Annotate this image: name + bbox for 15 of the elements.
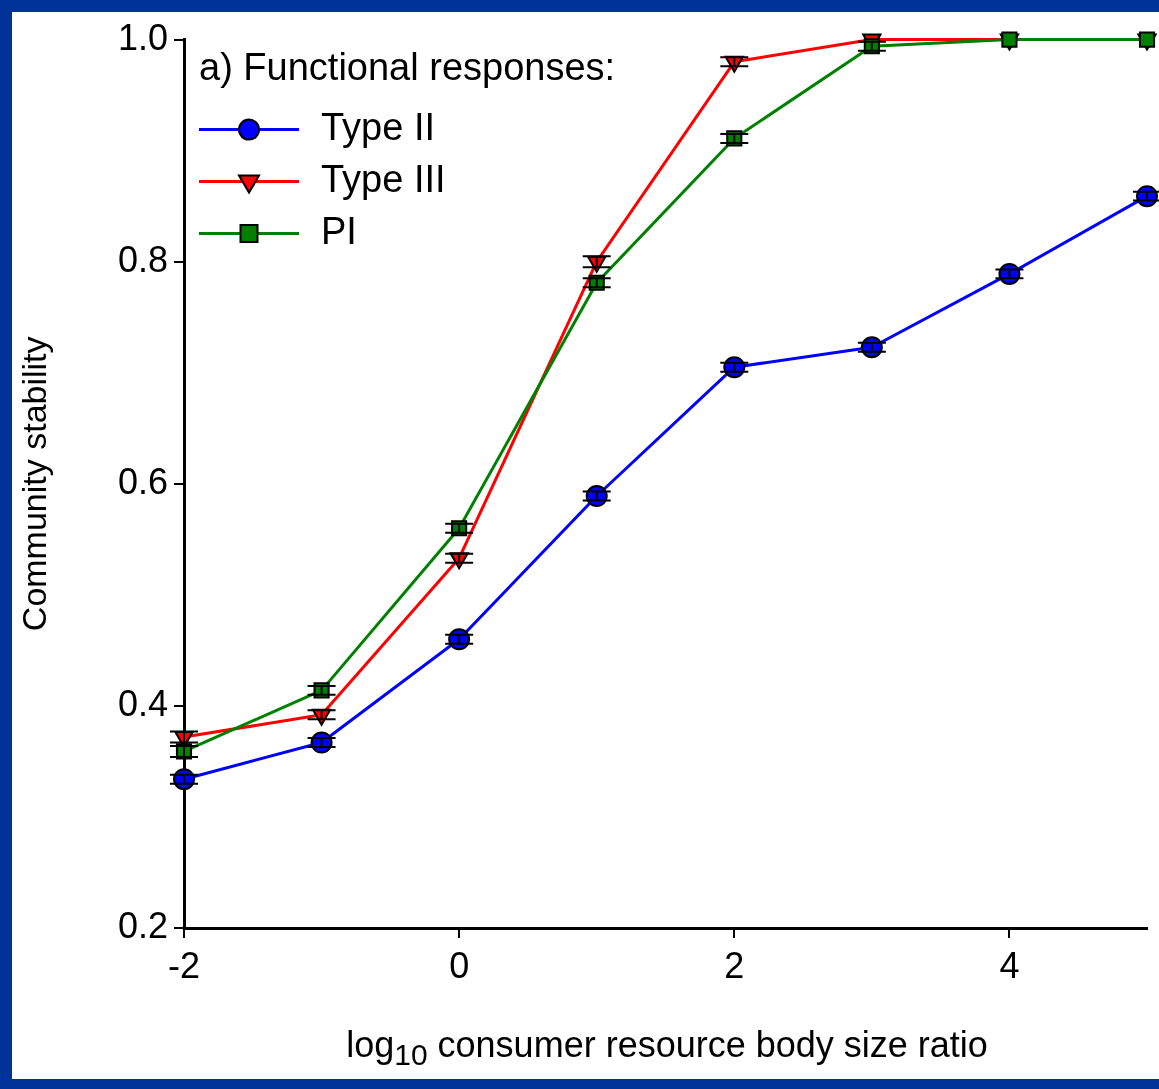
legend-label: PI <box>321 210 357 253</box>
y-axis-title: Community stability <box>14 336 53 632</box>
y-tick-label: 0.2 <box>117 904 168 946</box>
legend-label: Type II <box>321 106 436 149</box>
y-tick-label: 0.4 <box>117 682 168 724</box>
y-tick-label: 1.0 <box>117 16 168 58</box>
legend-title: a) Functional responses: <box>199 46 616 89</box>
legend-label: Type III <box>321 158 446 201</box>
x-tick-label: -2 <box>167 944 201 986</box>
x-tick-label: 4 <box>999 944 1020 986</box>
x-tick-label: 0 <box>449 944 470 986</box>
x-tick-label: 2 <box>724 944 745 986</box>
x-axis-title: log$_{10}$ consumer resource body size ratio <box>345 1024 989 1073</box>
y-tick-label: 0.6 <box>117 460 168 502</box>
y-tick-label: 0.8 <box>117 238 168 280</box>
